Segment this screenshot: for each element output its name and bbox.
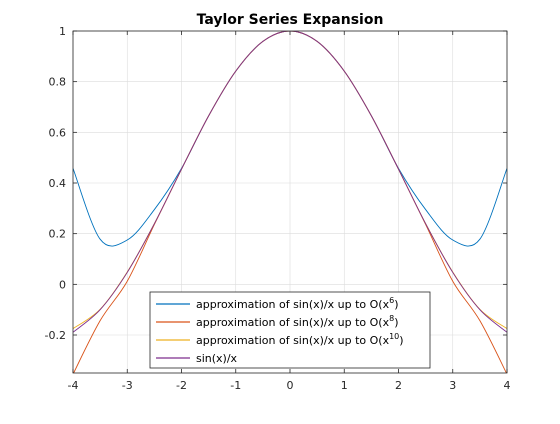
legend-label-suffix: ) (399, 334, 403, 347)
y-tick-label: 0.4 (49, 177, 67, 190)
x-tick-label: -1 (230, 379, 241, 392)
legend-label-text: sin(x)/x (196, 352, 238, 365)
x-tick-label: 1 (341, 379, 348, 392)
legend-label-text: approximation of sin(x)/x up to O(x (196, 298, 390, 311)
legend-label-1: approximation of sin(x)/x up to O(x6) (196, 296, 398, 311)
tick-layer: -4 -3 -2 -1 0 1 2 3 4 -0.2 0 0.2 0.4 0.6 0.8 1 (45, 25, 511, 392)
legend-label-exponent: 10 (389, 332, 399, 341)
y-tick-label: 0.8 (49, 76, 67, 89)
x-tick-label: 4 (504, 379, 511, 392)
chart-title: Taylor Series Expansion (197, 12, 384, 28)
y-tick-label: -0.2 (45, 329, 66, 342)
legend-label-suffix: ) (394, 316, 398, 329)
series-line-4 (73, 31, 507, 333)
x-tick-label: 2 (395, 379, 402, 392)
legend: approximation of sin(x)/x up to O(x6)app… (149, 291, 431, 369)
y-tick-label: 1 (59, 25, 66, 38)
x-tick-label: -3 (122, 379, 133, 392)
legend-label-exponent: 8 (389, 314, 394, 323)
y-tick-label: 0 (59, 278, 66, 291)
series-line-2 (73, 31, 507, 373)
series-layer (73, 31, 507, 373)
x-tick-label: 3 (449, 379, 456, 392)
legend-label-text: approximation of sin(x)/x up to O(x (196, 316, 390, 329)
x-tick-label: -4 (68, 379, 79, 392)
y-tick-label: 0.6 (49, 126, 67, 139)
legend-label-2: approximation of sin(x)/x up to O(x8) (196, 314, 398, 329)
legend-label-4: sin(x)/x (196, 352, 238, 365)
legend-label-3: approximation of sin(x)/x up to O(x10) (196, 332, 404, 347)
y-tick-label: 0.2 (49, 228, 67, 241)
legend-label-exponent: 6 (389, 296, 394, 305)
x-tick-label: 0 (287, 379, 294, 392)
legend-label-text: approximation of sin(x)/x up to O(x (196, 334, 390, 347)
series-line-1 (73, 31, 507, 247)
grid (72, 30, 508, 373)
legend-label-suffix: ) (394, 298, 398, 311)
legend-box (149, 291, 431, 369)
x-tick-label: -2 (176, 379, 187, 392)
